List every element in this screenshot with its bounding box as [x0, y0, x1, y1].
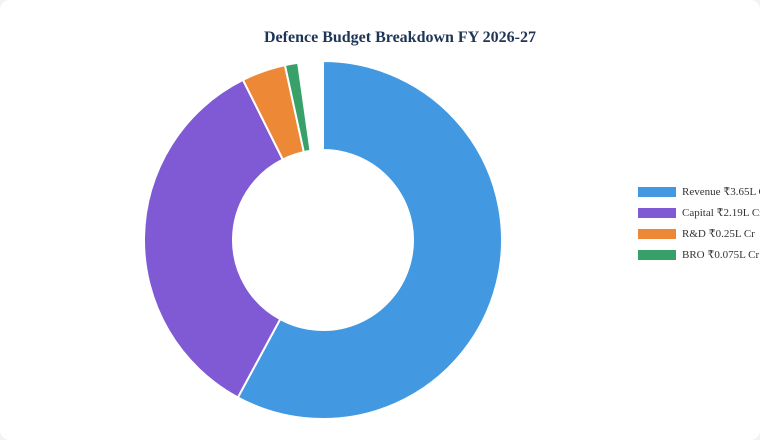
legend: Revenue ₹3.65L Cr Capital ₹2.19L Cr R&D ₹0…: [638, 181, 760, 265]
legend-label: R&D ₹0.25L Cr: [682, 228, 755, 240]
legend-item[interactable]: R&D ₹0.25L Cr: [638, 223, 760, 244]
legend-swatch: [638, 228, 676, 239]
legend-item[interactable]: BRO ₹0.075L Cr: [638, 244, 760, 265]
chart-title: Defence Budget Breakdown FY 2026-27: [264, 29, 536, 46]
legend-item[interactable]: Capital ₹2.19L Cr: [638, 202, 760, 223]
legend-label: Capital ₹2.19L Cr: [682, 207, 760, 219]
legend-swatch: [638, 207, 676, 218]
legend-label: Revenue ₹3.65L Cr: [682, 186, 760, 198]
legend-swatch: [638, 186, 676, 197]
slice-capital[interactable]: [143, 78, 285, 399]
slice-bro[interactable]: [283, 61, 312, 154]
legend-item[interactable]: Revenue ₹3.65L Cr: [638, 181, 760, 202]
slice-revenue[interactable]: [236, 59, 503, 420]
legend-label: BRO ₹0.075L Cr: [682, 249, 760, 261]
legend-swatch: [638, 249, 676, 260]
